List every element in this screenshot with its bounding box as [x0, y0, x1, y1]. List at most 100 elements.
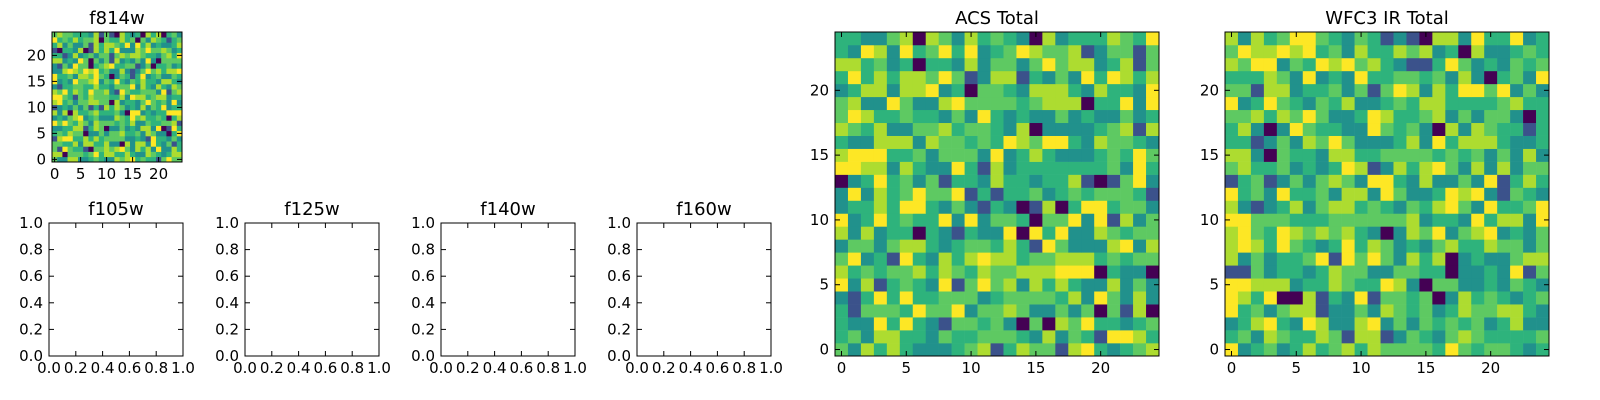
heatmap-cell	[109, 136, 115, 142]
heatmap-cell	[1536, 330, 1550, 344]
heatmap-cell	[62, 58, 68, 64]
heatmap-cell	[135, 89, 141, 95]
heatmap-cell	[1276, 109, 1291, 124]
heatmap-cell	[1263, 343, 1278, 357]
heatmap-cell	[1237, 135, 1252, 149]
heatmap-cell	[977, 265, 991, 279]
heatmap-cell	[925, 96, 939, 111]
heatmap-cell	[1484, 70, 1498, 85]
heatmap-cell	[1328, 187, 1342, 201]
heatmap-cell	[1133, 96, 1147, 111]
heatmap-cell	[1146, 109, 1160, 124]
heatmap-cell	[1225, 57, 1239, 72]
heatmap-cell	[938, 32, 952, 46]
heatmap-cell	[161, 42, 167, 48]
heatmap-cell	[1081, 135, 1095, 149]
heatmap-cell	[1042, 200, 1056, 214]
heatmap-cell	[1380, 239, 1394, 253]
heatmap-cell	[1445, 239, 1459, 253]
heatmap-cell	[1380, 317, 1394, 331]
x-tick-label: 0.4	[679, 359, 703, 377]
heatmap-cell	[1225, 122, 1239, 136]
heatmap-cell	[72, 78, 79, 85]
heatmap-cell	[1276, 226, 1291, 240]
heatmap-cell	[1146, 265, 1160, 279]
heatmap-cell	[171, 68, 178, 74]
heatmap-cell	[1510, 70, 1524, 85]
heatmap-cell	[1029, 291, 1043, 305]
heatmap-cell	[166, 136, 172, 142]
heatmap-cell	[1354, 161, 1368, 175]
heatmap-cell	[1484, 200, 1498, 214]
heatmap-cell	[1120, 187, 1134, 201]
heatmap-cell	[72, 94, 79, 100]
heatmap-cell	[964, 343, 978, 357]
heatmap-cell	[1146, 343, 1160, 357]
heatmap-cell	[1419, 161, 1433, 175]
heatmap-cell	[1263, 213, 1278, 227]
heatmap-cell	[1393, 265, 1407, 279]
heatmap-cell	[835, 148, 849, 162]
heatmap-cell	[156, 52, 162, 59]
heatmap-cell	[1523, 57, 1537, 72]
heatmap-cell	[140, 47, 146, 54]
heatmap-cell	[72, 32, 79, 38]
heatmap-cell	[1315, 278, 1329, 292]
heatmap-cell	[860, 239, 875, 253]
heatmap-cell	[1276, 304, 1291, 318]
heatmap-cell	[1094, 70, 1108, 85]
heatmap-cell	[88, 110, 94, 116]
heatmap-cell	[1445, 213, 1459, 227]
heatmap-cell	[124, 141, 131, 147]
heatmap-cell	[899, 265, 914, 279]
heatmap-cell	[1419, 83, 1433, 98]
heatmap-cell	[83, 120, 89, 126]
heatmap-cell	[1016, 317, 1030, 331]
heatmap-cell	[1497, 291, 1511, 305]
heatmap-cell	[156, 84, 162, 90]
heatmap-cell	[1341, 187, 1355, 201]
heatmap-cell	[1302, 44, 1317, 59]
heatmap-cell	[78, 89, 84, 95]
title-f140w: f140w	[480, 199, 535, 220]
heatmap-cell	[114, 47, 120, 54]
heatmap-cell	[1146, 96, 1160, 111]
heatmap-cell	[1458, 226, 1472, 240]
heatmap-cell	[1276, 343, 1291, 357]
heatmap-cell	[1393, 252, 1407, 266]
heatmap-cell	[1380, 226, 1394, 240]
y-tick-label: 10	[1200, 211, 1219, 229]
heatmap-cell	[1120, 291, 1134, 305]
heatmap-cell	[1289, 317, 1304, 331]
heatmap-cell	[1419, 200, 1433, 214]
title-f105w: f105w	[88, 199, 143, 220]
heatmap-cell	[1250, 317, 1265, 331]
heatmap-cell	[78, 58, 84, 64]
axes-frame	[834, 31, 1160, 357]
heatmap-cell	[1250, 239, 1265, 253]
heatmap-cell	[1276, 161, 1291, 175]
heatmap-cell	[912, 161, 927, 175]
heatmap-cell	[98, 52, 105, 59]
heatmap-cell	[873, 109, 888, 124]
heatmap-cell	[1250, 44, 1265, 59]
heatmap-cell	[130, 99, 136, 106]
heatmap-cell	[1419, 148, 1433, 162]
heatmap-cell	[130, 84, 136, 90]
heatmap-cell	[1328, 109, 1342, 124]
heatmap-cell	[67, 42, 74, 48]
heatmap-cell	[176, 94, 183, 100]
heatmap-cell	[912, 70, 927, 85]
x-tick-label: 1.0	[563, 359, 587, 377]
heatmap-cell	[114, 32, 120, 38]
heatmap-cell	[57, 37, 63, 43]
heatmap-cell	[1068, 135, 1082, 149]
heatmap-cell	[977, 109, 991, 124]
heatmap-cell	[52, 58, 58, 64]
heatmap-cell	[1367, 200, 1381, 214]
heatmap-cell	[938, 278, 952, 292]
heatmap-cell	[72, 63, 79, 69]
heatmap-cell	[1133, 226, 1147, 240]
heatmap-cell	[1042, 291, 1056, 305]
heatmap-cell	[62, 99, 68, 106]
